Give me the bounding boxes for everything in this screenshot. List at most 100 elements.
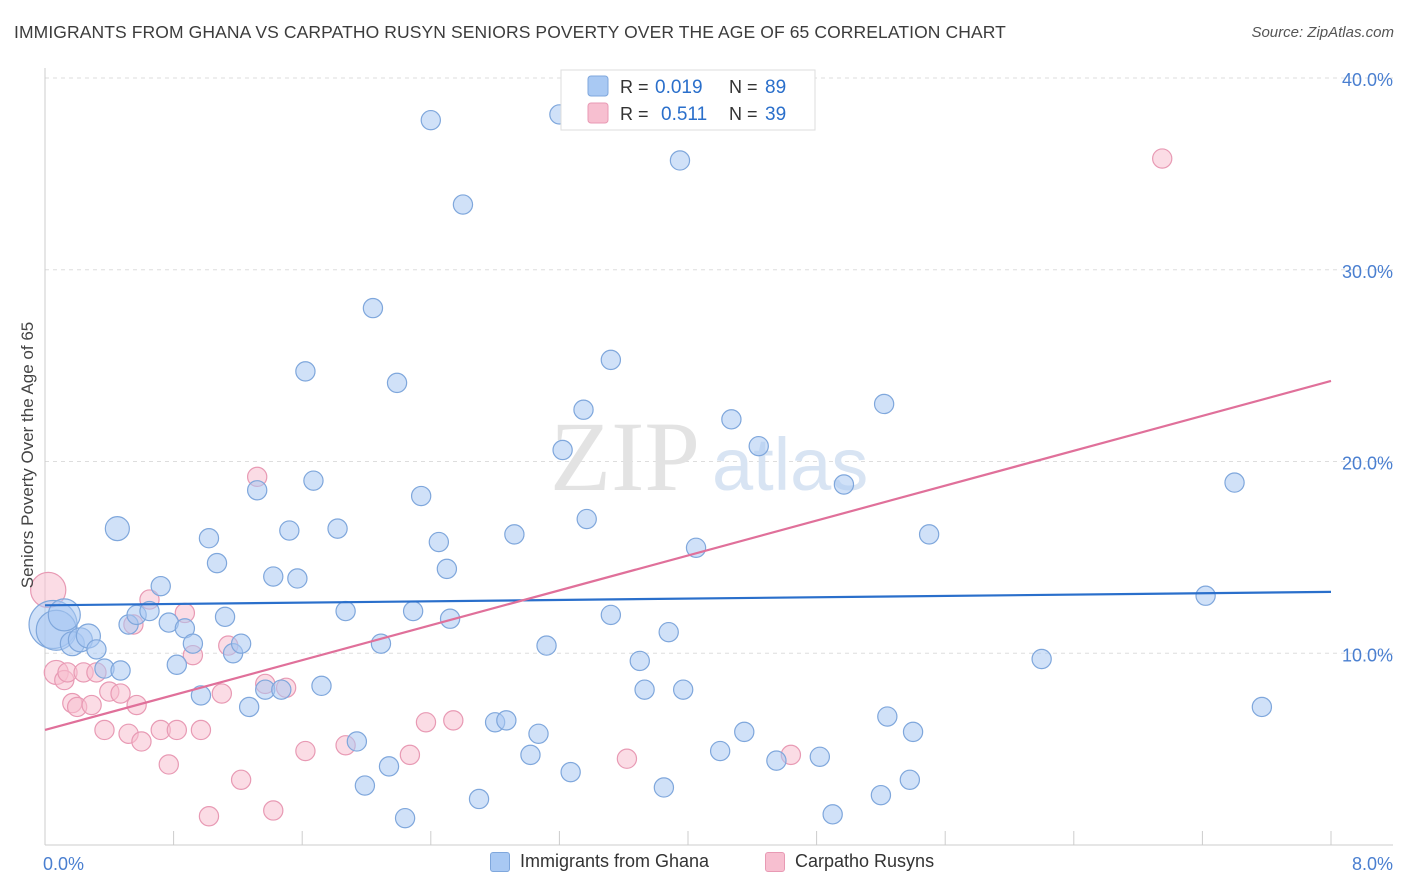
data-point: [452, 194, 474, 215]
data-point: [394, 807, 416, 829]
data-point: [428, 531, 450, 553]
legend-pink-swatch: [587, 102, 609, 124]
x-tick-labels: 0.0% 8.0%: [43, 854, 1393, 874]
data-point: [198, 528, 220, 549]
data-point: [873, 393, 895, 415]
data-point: [190, 719, 212, 741]
legend-item-ghana[interactable]: Immigrants from Ghana: [490, 851, 709, 872]
data-point: [211, 683, 233, 704]
data-point: [182, 633, 204, 654]
data-point: [327, 518, 348, 539]
source-label: Source: ZipAtlas.com: [1251, 24, 1394, 41]
data-point: [238, 696, 260, 718]
data-point: [1152, 148, 1173, 169]
data-point: [870, 784, 892, 806]
data-point: [766, 750, 787, 771]
data-point: [721, 409, 742, 430]
series-carpatho-rusyns: [30, 148, 1173, 827]
gridlines: [45, 77, 1393, 654]
y-tick-label: 20.0%: [1342, 454, 1393, 474]
y-tick-label: 10.0%: [1342, 645, 1393, 665]
data-point: [658, 621, 679, 643]
data-point: [536, 635, 557, 656]
data-point: [410, 485, 432, 507]
data-point: [748, 435, 769, 457]
data-point: [335, 600, 356, 622]
data-point: [399, 744, 421, 766]
legend-pink-n-label: N =: [729, 104, 758, 124]
data-point: [94, 719, 115, 741]
data-point: [1195, 585, 1216, 606]
data-point: [346, 731, 368, 752]
data-point: [386, 372, 408, 394]
data-point: [420, 109, 441, 131]
data-point: [402, 600, 424, 622]
data-point: [600, 349, 622, 371]
legend-blue-n-value: 89: [765, 77, 786, 98]
data-point: [206, 552, 228, 574]
data-point: [139, 600, 160, 622]
watermark: ZIP atlas: [550, 401, 868, 512]
data-point: [166, 654, 188, 675]
data-point: [362, 297, 384, 319]
data-point: [230, 769, 252, 791]
legend-swatch-rusyns: [765, 851, 785, 872]
axes: [44, 68, 1393, 846]
data-point: [443, 710, 464, 731]
data-point: [833, 474, 855, 495]
data-point: [552, 439, 573, 461]
data-point: [81, 694, 102, 716]
legend-label-rusyns: Carpatho Rusyns: [795, 851, 935, 871]
data-point: [822, 804, 843, 825]
legend-blue-n-label: N =: [729, 77, 758, 97]
legend-pink-r-value: 0.511: [661, 104, 707, 125]
legend-item-rusyns[interactable]: Carpatho Rusyns: [765, 851, 934, 872]
data-point: [86, 639, 107, 660]
data-point: [263, 800, 284, 821]
data-point: [629, 650, 650, 672]
data-point: [439, 608, 461, 629]
data-point: [158, 754, 179, 775]
data-point: [918, 524, 940, 545]
series-immigrants-from-ghana: [28, 96, 1273, 829]
data-point: [560, 761, 581, 783]
data-point: [877, 706, 898, 727]
data-point: [271, 679, 292, 700]
legend-pink-n-value: 39: [765, 104, 786, 125]
data-point: [47, 598, 81, 632]
data-point: [669, 150, 691, 171]
data-point: [496, 710, 517, 731]
data-point: [110, 683, 131, 704]
data-point: [709, 740, 731, 762]
data-point: [214, 606, 236, 628]
data-point: [528, 723, 549, 744]
data-point: [279, 520, 300, 541]
data-point: [110, 660, 131, 681]
data-point: [616, 748, 638, 769]
data-point: [295, 361, 316, 382]
data-point: [415, 712, 437, 733]
legend-blue-r-label: R =: [620, 77, 649, 97]
data-point: [653, 777, 675, 798]
data-point: [520, 744, 541, 766]
legend-blue-r-value: 0.019: [655, 77, 703, 98]
trend-lines: [44, 379, 1332, 732]
data-point: [1031, 648, 1052, 670]
data-point: [287, 568, 308, 589]
data-point: [131, 731, 152, 752]
data-point: [600, 604, 622, 626]
data-point: [734, 721, 755, 743]
y-axis-label: Seniors Poverty Over the Age of 65: [18, 322, 37, 588]
legend-swatch-ghana: [490, 851, 510, 872]
data-point: [303, 470, 324, 491]
legend-pink-r-label: R =: [620, 104, 649, 124]
data-point: [634, 679, 655, 700]
data-point: [468, 788, 490, 810]
data-point: [902, 721, 924, 743]
watermark-zip: ZIP: [550, 401, 700, 512]
legend-bottom: Immigrants from Ghana Carpatho Rusyns: [0, 851, 1406, 879]
x-tick-label: 0.0%: [43, 854, 84, 874]
legend-top: R = 0.019 N = 89 R = 0.511 N = 39: [560, 69, 816, 131]
data-point: [198, 806, 220, 827]
